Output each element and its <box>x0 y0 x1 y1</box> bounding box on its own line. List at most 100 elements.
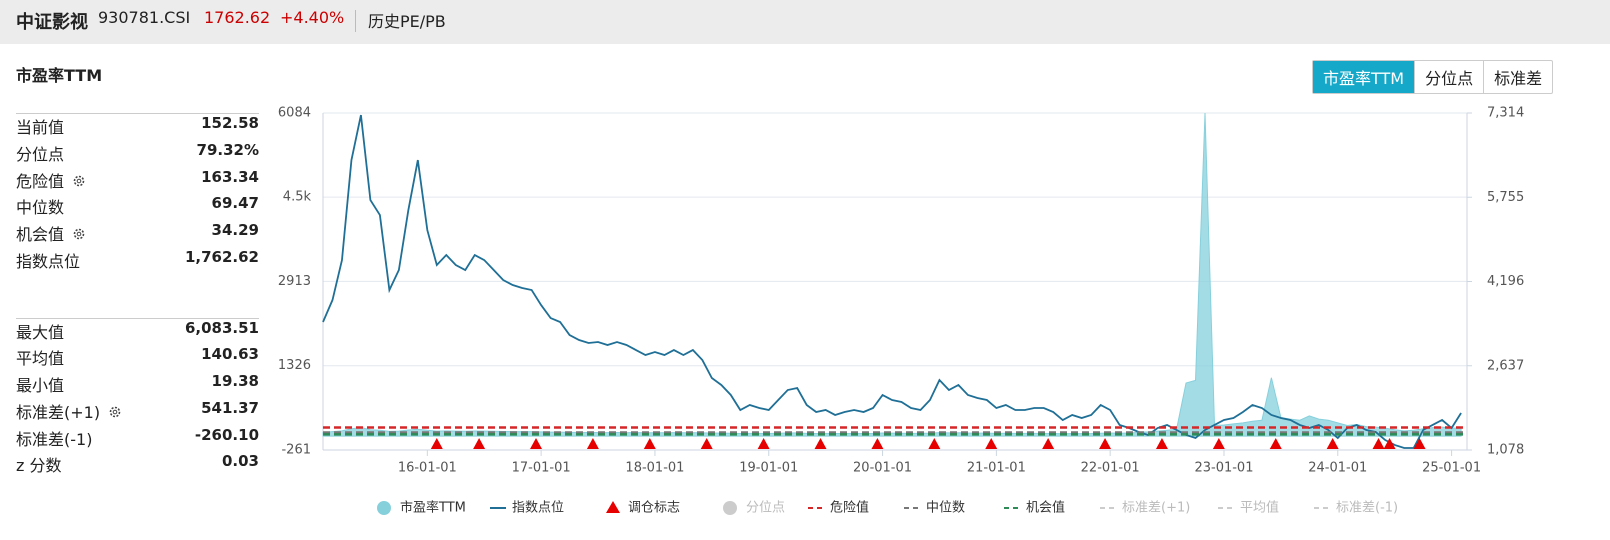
stat-value: 69.47 <box>211 194 259 212</box>
stat-value: 1,762.62 <box>184 248 259 266</box>
rebalance-marker <box>473 438 486 449</box>
gear-icon[interactable] <box>72 174 86 188</box>
stat-value: 140.63 <box>201 345 259 363</box>
stat-row: 当前值 152.58 <box>16 114 259 138</box>
rebalance-marker <box>530 438 543 449</box>
rebalance-marker <box>1155 438 1168 449</box>
stat-value: -260.10 <box>194 426 259 444</box>
x-tick-label: 22-01-01 <box>1081 461 1140 476</box>
y2-tick-label: 1,078 <box>1487 443 1524 458</box>
stat-row: 分位点 79.32% <box>16 141 259 165</box>
stat-label: 机会值 <box>16 225 65 244</box>
button[interactable]: 分位点 <box>1414 61 1483 93</box>
rebalance-marker <box>1269 438 1282 449</box>
y2-tick-label: 5,755 <box>1487 190 1524 205</box>
legend-symbol <box>723 501 737 515</box>
stat-row: 最小值 19.38 <box>16 372 259 396</box>
stat-label: 中位数 <box>16 198 65 217</box>
legend-label[interactable]: 调仓标志 <box>628 501 680 516</box>
stat-label: 最大值 <box>16 323 65 342</box>
stat-label: 当前值 <box>16 118 65 137</box>
x-tick-label: 25-01-01 <box>1422 461 1481 476</box>
stat-label: 标准差(-1) <box>16 430 93 449</box>
stat-row: 机会值 34.29 <box>16 221 259 245</box>
legend-label[interactable]: 市盈率TTM <box>400 500 466 516</box>
stat-row: 危险值 163.34 <box>16 168 259 192</box>
stat-row: 中位数 69.47 <box>16 194 259 218</box>
button[interactable]: 市盈率TTM <box>1313 61 1415 93</box>
index-code: 930781.CSI <box>98 8 191 27</box>
stat-value: 163.34 <box>201 168 259 186</box>
gear-icon[interactable] <box>108 405 122 419</box>
x-tick-label: 19-01-01 <box>739 461 798 476</box>
stat-label: 标准差(+1) <box>16 403 101 422</box>
legend-label[interactable]: 标准差(-1) <box>1336 501 1398 516</box>
rebalance-marker <box>586 438 599 449</box>
stat-value: 19.38 <box>211 372 259 390</box>
x-tick-label: 17-01-01 <box>512 461 571 476</box>
y-tick-label: -261 <box>281 443 311 458</box>
stat-label: z 分数 <box>16 456 62 475</box>
separator <box>16 113 259 114</box>
legend-label[interactable]: 分位点 <box>746 501 785 516</box>
button-group: 市盈率TTM 分位点 标准差 <box>1312 60 1554 94</box>
y2-tick-label: 7,314 <box>1487 106 1524 121</box>
rebalance-marker <box>1383 438 1396 449</box>
y2-tick-label: 4,196 <box>1487 274 1524 289</box>
rebalance-marker <box>871 438 884 449</box>
x-tick-label: 18-01-01 <box>625 461 684 476</box>
legend-label[interactable]: 平均值 <box>1240 500 1279 516</box>
legend-label[interactable]: 指数点位 <box>512 501 564 516</box>
legend-symbol <box>606 501 620 513</box>
rebalance-marker <box>643 438 656 449</box>
rebalance-marker <box>1413 438 1426 449</box>
y-tick-label: 4.5k <box>283 190 312 205</box>
legend-label[interactable]: 中位数 <box>926 501 965 516</box>
stat-row: 标准差(-1) -260.10 <box>16 426 259 450</box>
legend-symbol <box>377 501 391 515</box>
index-name: 中证影视 <box>16 12 88 33</box>
rebalance-marker <box>1042 438 1055 449</box>
tab[interactable]: 历史PE/PB <box>368 12 446 31</box>
rebalance-marker <box>814 438 827 449</box>
change: +4.40% <box>280 8 345 27</box>
rebalance-marker <box>757 438 770 449</box>
y-tick-label: 2913 <box>278 274 311 289</box>
header: 中证影视 930781.CSI 1762.62 +4.40% 历史PE/PB <box>0 0 1610 44</box>
x-tick-label: 23-01-01 <box>1194 461 1253 476</box>
stat-label: 指数点位 <box>16 252 81 271</box>
panel-title: 市盈率TTM <box>16 66 103 85</box>
rebalance-marker <box>700 438 713 449</box>
stat-value: 152.58 <box>201 114 259 132</box>
rebalance-marker <box>1326 438 1339 449</box>
y-tick-label: 6084 <box>278 106 311 121</box>
y2-tick-label: 2,637 <box>1487 358 1524 373</box>
stat-row: 最大值 6,083.51 <box>16 319 259 343</box>
rebalance-marker <box>1212 438 1225 449</box>
stat-value: 6,083.51 <box>184 319 259 337</box>
rebalance-marker <box>985 438 998 449</box>
separator <box>16 318 259 319</box>
x-tick-label: 16-01-01 <box>398 461 457 476</box>
rebalance-marker <box>928 438 941 449</box>
divider <box>355 10 356 32</box>
stat-label: 危险值 <box>16 172 65 191</box>
x-tick-label: 21-01-01 <box>967 461 1026 476</box>
rebalance-marker <box>1372 438 1385 449</box>
legend-label[interactable]: 机会值 <box>1026 500 1065 516</box>
legend-label[interactable]: 危险值 <box>830 500 869 516</box>
gear-icon[interactable] <box>72 227 86 241</box>
stat-label: 分位点 <box>16 145 65 164</box>
stat-value: 0.03 <box>221 452 259 470</box>
index-line <box>322 114 1462 449</box>
rebalance-marker <box>1099 438 1112 449</box>
button[interactable]: 标准差 <box>1483 61 1552 93</box>
x-tick-label: 20-01-01 <box>853 461 912 476</box>
stat-row: 指数点位 1,762.62 <box>16 248 259 272</box>
legend-label[interactable]: 标准差(+1) <box>1122 501 1190 516</box>
stat-row: 标准差(+1) 541.37 <box>16 399 259 423</box>
stat-label: 平均值 <box>16 349 65 368</box>
stat-value: 34.29 <box>211 221 259 239</box>
